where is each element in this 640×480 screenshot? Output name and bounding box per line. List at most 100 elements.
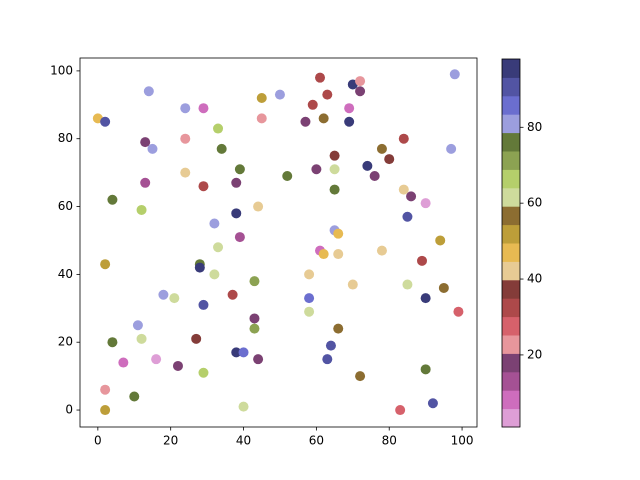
point <box>384 154 395 165</box>
point <box>140 177 151 188</box>
point <box>151 354 162 365</box>
point <box>256 93 267 104</box>
x-tick-label: 0 <box>94 434 102 448</box>
point <box>398 133 409 144</box>
point <box>355 371 366 382</box>
point <box>132 320 143 331</box>
y-tick-label: 60 <box>58 199 73 213</box>
point <box>304 269 315 280</box>
point <box>318 113 329 124</box>
point <box>253 201 264 212</box>
x-tick-label: 20 <box>163 434 178 448</box>
point <box>427 398 438 409</box>
point <box>282 171 293 182</box>
point <box>402 211 413 222</box>
point <box>140 137 151 148</box>
point <box>147 143 158 154</box>
point <box>449 69 460 80</box>
point <box>333 323 344 334</box>
point <box>420 293 431 304</box>
y-tick-label: 20 <box>58 335 73 349</box>
point <box>318 249 329 260</box>
point <box>100 405 111 416</box>
point <box>333 228 344 239</box>
point <box>274 89 285 100</box>
point <box>347 279 358 290</box>
point <box>100 384 111 395</box>
point <box>329 164 340 175</box>
colorbar-segment <box>502 114 520 134</box>
point <box>420 198 431 209</box>
colorbar-segment <box>502 353 520 373</box>
point <box>256 113 267 124</box>
point <box>333 249 344 260</box>
x-tick-label: 80 <box>382 434 397 448</box>
point <box>107 337 118 348</box>
y-tick-label: 40 <box>58 267 73 281</box>
point <box>227 289 238 300</box>
y-tick-label: 0 <box>65 403 73 417</box>
colorbar-segment <box>502 316 520 336</box>
point <box>304 293 315 304</box>
colorbar-segment <box>502 279 520 299</box>
point <box>355 86 366 97</box>
colorbar-segment <box>502 408 520 428</box>
point <box>446 143 457 154</box>
point <box>209 269 220 280</box>
point <box>362 160 373 171</box>
point <box>107 194 118 205</box>
point <box>180 133 191 144</box>
point <box>322 354 333 365</box>
point <box>398 184 409 195</box>
point <box>435 235 446 246</box>
point <box>344 103 355 114</box>
point <box>198 181 209 192</box>
point <box>169 293 180 304</box>
y-tick-label: 100 <box>50 63 73 77</box>
point <box>191 333 202 344</box>
point <box>376 143 387 154</box>
point <box>438 282 449 293</box>
colorbar-tick-label: 60 <box>527 196 542 210</box>
point <box>100 259 111 270</box>
point <box>143 86 154 97</box>
plot-frame <box>79 57 478 428</box>
point <box>180 103 191 114</box>
point <box>118 357 129 368</box>
colorbar-segment <box>502 187 520 207</box>
colorbar-segment <box>502 169 520 189</box>
point <box>355 76 366 87</box>
point <box>307 99 318 110</box>
point <box>180 167 191 178</box>
point <box>376 245 387 256</box>
point <box>369 171 380 182</box>
point <box>231 177 242 188</box>
point <box>420 364 431 375</box>
colorbar-segment <box>502 132 520 152</box>
colorbar-segment <box>502 151 520 170</box>
point <box>395 405 406 416</box>
point <box>209 218 220 229</box>
colorbar-segment <box>502 206 520 226</box>
point <box>172 360 183 371</box>
point <box>325 340 336 351</box>
colorbar-segment <box>502 224 520 244</box>
colorbar-tick-label: 20 <box>527 347 542 361</box>
point <box>453 306 464 317</box>
colorbar-segment <box>502 261 520 281</box>
point <box>238 347 249 358</box>
y-tick-label: 80 <box>58 131 73 145</box>
point <box>231 347 242 358</box>
point <box>198 367 209 378</box>
colorbar-tick-label: 80 <box>527 120 542 134</box>
colorbar-segment <box>502 335 520 354</box>
point <box>213 123 224 134</box>
point <box>311 164 322 175</box>
point <box>136 204 147 215</box>
point <box>322 89 333 100</box>
point <box>136 333 147 344</box>
point <box>198 299 209 310</box>
colorbar-segment <box>502 59 520 78</box>
